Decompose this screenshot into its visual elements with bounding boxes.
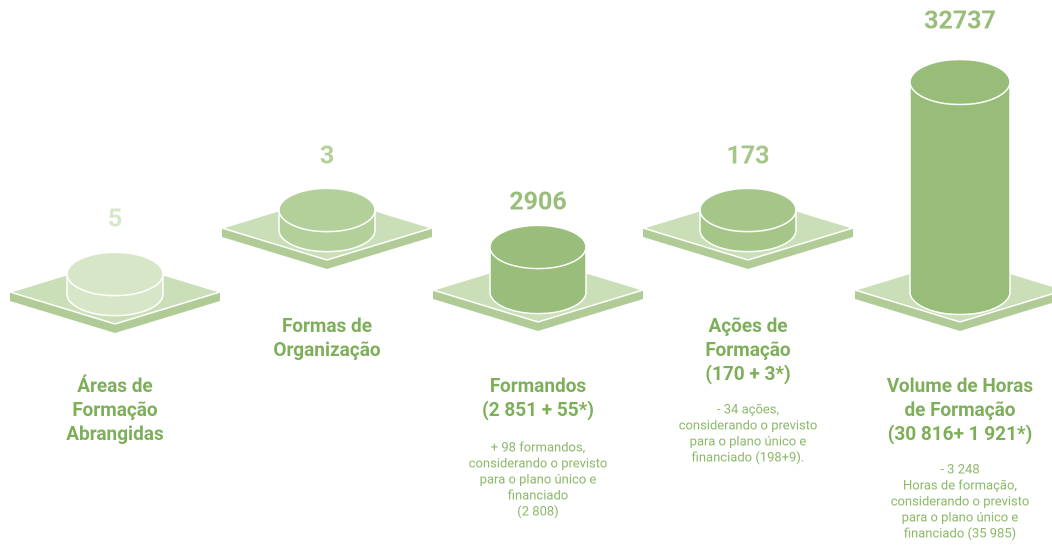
cylinder-top	[67, 252, 163, 295]
label-line: Organização	[273, 338, 380, 361]
label-line: (2 851 + 55*)	[482, 398, 594, 421]
label-line: Formação	[705, 338, 791, 361]
note-line: para o plano único e	[902, 510, 1019, 525]
note-line: (2 808)	[517, 504, 558, 519]
cylinder-top	[910, 60, 1010, 105]
label-line: de Formação	[904, 398, 1015, 421]
label-line: Formas de	[282, 314, 372, 337]
value: 32737	[924, 7, 996, 36]
note-line: + 98 formandos,	[491, 440, 585, 455]
infographic: 5Áreas deFormaçãoAbrangidas3Formas deOrg…	[0, 0, 1052, 554]
label-line: (170 + 3*)	[705, 362, 790, 385]
cylinder-top	[490, 225, 586, 268]
label-line: Volume de Horas	[887, 374, 1033, 397]
label-line: Áreas de	[77, 374, 152, 397]
cylinder-top	[700, 188, 796, 231]
label-line: (30 816+ 1 921*)	[888, 422, 1033, 445]
note-line: financiado	[508, 488, 568, 503]
note-line: financiado (35 985)	[904, 526, 1016, 541]
note-line: considerando o previsto	[679, 418, 818, 433]
note-line: para o plano único e	[480, 472, 597, 487]
cylinder-body	[910, 82, 1010, 315]
cylinder-top	[279, 188, 375, 231]
label-line: Formandos	[490, 374, 587, 397]
value: 173	[726, 142, 769, 171]
label-line: Abrangidas	[66, 422, 164, 445]
note-line: considerando o previsto	[469, 456, 608, 471]
value: 2906	[509, 188, 566, 217]
note-line: Horas de formação,	[903, 478, 1017, 493]
label-line: Formação	[72, 398, 158, 421]
note-line: para o plano único e	[690, 434, 807, 449]
note-line: - 3 248	[940, 462, 979, 477]
note-line: - 34 ações,	[717, 402, 779, 417]
note-line: financiado (198+9).	[692, 450, 805, 465]
value: 5	[108, 205, 122, 234]
note-line: considerando o previsto	[891, 494, 1030, 509]
value: 3	[320, 142, 334, 171]
label-line: Ações de	[708, 314, 787, 337]
